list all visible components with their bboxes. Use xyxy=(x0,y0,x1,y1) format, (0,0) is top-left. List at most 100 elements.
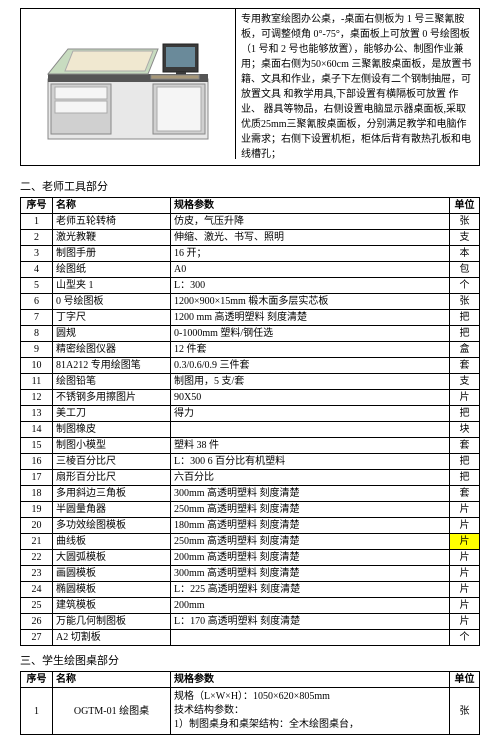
cell-seq: 4 xyxy=(21,262,53,278)
cell-name: 制图小模型 xyxy=(53,438,171,454)
cell-seq: 1 xyxy=(21,688,53,735)
cell-unit: 把 xyxy=(450,310,480,326)
header-unit: 单位 xyxy=(450,198,480,214)
header-spec: 规格参数 xyxy=(171,198,450,214)
cell-name: 丁字尺 xyxy=(53,310,171,326)
cell-seq: 18 xyxy=(21,486,53,502)
cell-name: 万能几何制图板 xyxy=(53,614,171,630)
table-row: 1老师五轮转椅仿皮，气压升降张 xyxy=(21,214,480,230)
table-row: 15制图小模型塑料 38 件套 xyxy=(21,438,480,454)
cell-spec: 六百分比 xyxy=(171,470,450,486)
cell-name: 画圆模板 xyxy=(53,566,171,582)
cell-seq: 5 xyxy=(21,278,53,294)
table-row: 3制图手册16 开；本 xyxy=(21,246,480,262)
cell-spec: 1200 mm 高透明塑料 刻度清楚 xyxy=(171,310,450,326)
cell-unit: 片 xyxy=(450,518,480,534)
cell-seq: 15 xyxy=(21,438,53,454)
cell-unit: 套 xyxy=(450,438,480,454)
cell-seq: 10 xyxy=(21,358,53,374)
cell-seq: 1 xyxy=(21,214,53,230)
cell-seq: 24 xyxy=(21,582,53,598)
section-title-teacher: 二、老师工具部分 xyxy=(20,178,480,194)
cell-spec xyxy=(171,422,450,438)
cell-name: 绘图铅笔 xyxy=(53,374,171,390)
cell-seq: 21 xyxy=(21,534,53,550)
cell-name: 大圆弧模板 xyxy=(53,550,171,566)
cell-seq: 7 xyxy=(21,310,53,326)
cell-spec: 1200×900×15mm 椴木面多层实芯板 xyxy=(171,294,450,310)
table-row: 23画圆模板300mm 高透明塑料 刻度清楚片 xyxy=(21,566,480,582)
cell-seq: 20 xyxy=(21,518,53,534)
cell-spec: 180mm 高透明塑料 刻度清楚 xyxy=(171,518,450,534)
cell-unit: 盒 xyxy=(450,342,480,358)
table-row: 22大圆弧模板200mm 高透明塑料 刻度清楚片 xyxy=(21,550,480,566)
table-row: 4绘图纸A0包 xyxy=(21,262,480,278)
cell-name: 多功效绘图模板 xyxy=(53,518,171,534)
header-unit: 单位 xyxy=(450,672,480,688)
cell-name: 多用斜边三角板 xyxy=(53,486,171,502)
cell-unit: 支 xyxy=(450,230,480,246)
table-row: 20多功效绘图模板180mm 高透明塑料 刻度清楚片 xyxy=(21,518,480,534)
cell-unit: 个 xyxy=(450,630,480,646)
cell-spec: 规格（L×W×H）：1050×620×805mm技术结构参数：1）制图桌身和桌架… xyxy=(171,688,450,735)
cell-unit: 片 xyxy=(450,550,480,566)
cell-spec: 制图用，5 支/套 xyxy=(171,374,450,390)
table-row: 14制图橡皮块 xyxy=(21,422,480,438)
cell-seq: 6 xyxy=(21,294,53,310)
cell-unit: 片 xyxy=(450,598,480,614)
header-name: 名称 xyxy=(53,198,171,214)
cell-name: 制图手册 xyxy=(53,246,171,262)
student-desk-table: 序号 名称 规格参数 单位 1 OGTM-01 绘图桌 规格（L×W×H）：10… xyxy=(20,671,480,735)
cell-name: OGTM-01 绘图桌 xyxy=(53,688,171,735)
table-header-row: 序号 名称 规格参数 单位 xyxy=(21,198,480,214)
desk-icon xyxy=(33,19,223,149)
cell-spec: 12 件套 xyxy=(171,342,450,358)
cell-seq: 3 xyxy=(21,246,53,262)
cell-unit: 张 xyxy=(450,294,480,310)
cell-seq: 13 xyxy=(21,406,53,422)
cell-spec: 300mm 高透明塑料 刻度清楚 xyxy=(171,486,450,502)
header-spec: 规格参数 xyxy=(171,672,450,688)
cell-spec: L：300 xyxy=(171,278,450,294)
cell-seq: 22 xyxy=(21,550,53,566)
cell-unit: 片 xyxy=(450,614,480,630)
cell-unit: 本 xyxy=(450,246,480,262)
table-row: 18多用斜边三角板300mm 高透明塑料 刻度清楚套 xyxy=(21,486,480,502)
cell-unit: 个 xyxy=(450,278,480,294)
cell-name: 三棱百分比尺 xyxy=(53,454,171,470)
cell-name: 椭圆模板 xyxy=(53,582,171,598)
cell-spec: L：300 6 百分比有机塑料 xyxy=(171,454,450,470)
cell-unit: 片 xyxy=(450,566,480,582)
table-row: 60 号绘图板1200×900×15mm 椴木面多层实芯板张 xyxy=(21,294,480,310)
cell-unit: 支 xyxy=(450,374,480,390)
cell-unit: 片 xyxy=(450,582,480,598)
cell-spec: 塑料 38 件 xyxy=(171,438,450,454)
table-row: 5山型夹 1L：300个 xyxy=(21,278,480,294)
cell-seq: 27 xyxy=(21,630,53,646)
cell-name: A2 切割板 xyxy=(53,630,171,646)
cell-unit: 把 xyxy=(450,454,480,470)
table-header-row: 序号 名称 规格参数 单位 xyxy=(21,672,480,688)
cell-unit: 张 xyxy=(450,688,480,735)
cell-seq: 26 xyxy=(21,614,53,630)
cell-name: 半圆量角器 xyxy=(53,502,171,518)
cell-seq: 11 xyxy=(21,374,53,390)
header-name: 名称 xyxy=(53,672,171,688)
cell-spec: 仿皮，气压升降 xyxy=(171,214,450,230)
cell-spec: 得力 xyxy=(171,406,450,422)
table-row: 11绘图铅笔制图用，5 支/套支 xyxy=(21,374,480,390)
cell-spec: 0-1000mm 塑料/钢任选 xyxy=(171,326,450,342)
cell-spec: 300mm 高透明塑料 刻度清楚 xyxy=(171,566,450,582)
cell-seq: 25 xyxy=(21,598,53,614)
table-row: 13美工刀得力把 xyxy=(21,406,480,422)
cell-spec: 200mm xyxy=(171,598,450,614)
cell-unit: 片 xyxy=(450,534,480,550)
cell-unit: 片 xyxy=(450,502,480,518)
cell-name: 制图橡皮 xyxy=(53,422,171,438)
desk-description: 专用教室绘图办公桌，-桌面右侧板为 1 号三聚氰胺板，可调整倾角 0°-75°，… xyxy=(236,9,479,165)
cell-name: 激光教鞭 xyxy=(53,230,171,246)
table-row: 1 OGTM-01 绘图桌 规格（L×W×H）：1050×620×805mm技术… xyxy=(21,688,480,735)
cell-name: 曲线板 xyxy=(53,534,171,550)
cell-seq: 19 xyxy=(21,502,53,518)
cell-unit: 把 xyxy=(450,470,480,486)
